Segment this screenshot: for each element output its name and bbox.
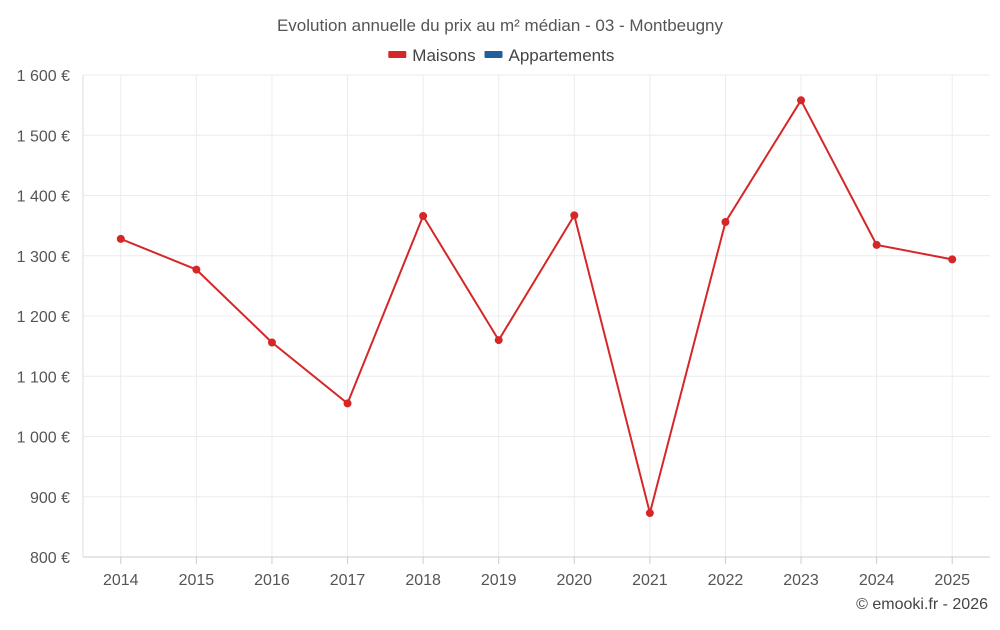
x-tick-label: 2021 [632,572,668,589]
data-point[interactable] [343,399,352,408]
plot-area [116,96,957,518]
series-line [120,99,953,514]
data-point[interactable] [267,338,276,347]
x-tick-label: 2018 [405,572,441,589]
data-point[interactable] [494,336,503,345]
y-tick-label: 800 € [30,550,70,567]
y-tick-label: 1 000 € [17,430,70,447]
x-tick-label: 2019 [481,572,517,589]
credit-text: © emooki.fr - 2026 [856,596,988,613]
grid [83,74,990,558]
x-axis: 2014 2015 2016 2017 2018 2019 2020 2021 2022 2023… [83,556,990,589]
legend: Maisons Appartements [388,46,614,65]
legend-swatch [388,51,407,58]
data-point[interactable] [192,265,201,274]
y-tick-label: 900 € [30,490,70,507]
legend-label: Appartements [509,46,615,65]
data-point[interactable] [721,218,730,227]
y-tick-label: 1 300 € [17,249,70,266]
y-tick-label: 1 100 € [17,369,70,386]
y-tick-label: 1 400 € [17,189,70,206]
x-tick-label: 2015 [179,572,215,589]
legend-item[interactable]: Appartements [484,46,615,65]
y-tick-label: 1 600 € [17,68,70,85]
y-axis: 1 600 € 1 500 € 1 400 € 1 300 € 1 200 € 1 100… [17,68,84,567]
x-tick-label: 2020 [556,572,592,589]
y-tick-label: 1 200 € [17,309,70,326]
legend-item[interactable]: Maisons [388,46,476,65]
data-point[interactable] [419,211,428,220]
legend-label: Maisons [412,46,475,65]
data-point[interactable] [948,255,957,264]
x-tick-label: 2014 [103,572,139,589]
x-tick-label: 2025 [934,572,970,589]
data-point[interactable] [116,234,125,243]
data-point[interactable] [797,96,806,105]
x-tick-label: 2017 [330,572,366,589]
chart-title: Evolution annuelle du prix au m² médian … [277,16,724,35]
x-tick-label: 2016 [254,572,290,589]
x-tick-label: 2024 [859,572,895,589]
x-tick-label: 2022 [708,572,744,589]
y-tick-label: 1 500 € [17,128,70,145]
legend-swatch [484,51,503,58]
data-point[interactable] [645,509,654,518]
data-point[interactable] [570,211,579,220]
x-tick-label: 2023 [783,572,819,589]
data-point[interactable] [872,240,881,249]
